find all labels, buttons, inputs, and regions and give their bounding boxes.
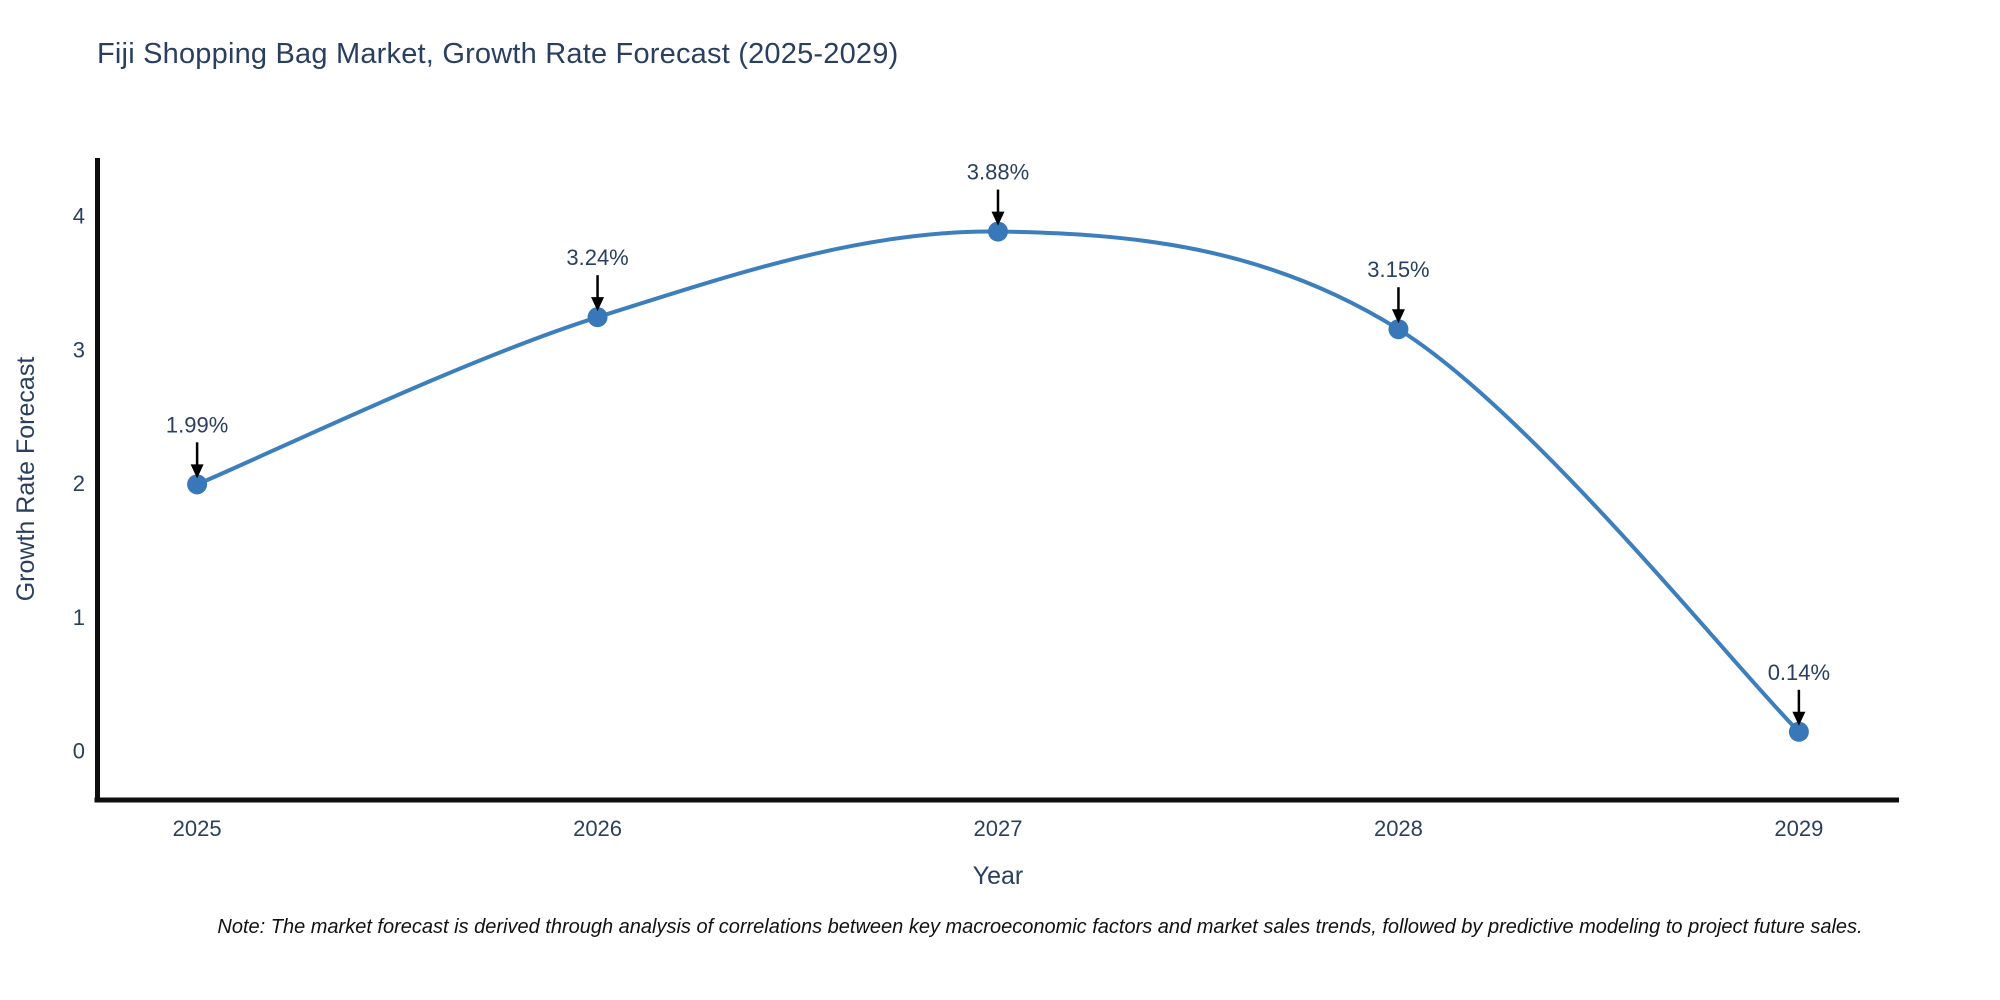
annotation-arrowhead [591, 297, 605, 312]
point-annotation-label: 3.15% [1367, 257, 1429, 282]
data-point-marker [1788, 721, 1809, 742]
data-point-marker [587, 307, 608, 328]
y-tick-label: 4 [73, 204, 85, 229]
x-tick-label: 2029 [1774, 816, 1823, 841]
x-axis-title: Year [973, 862, 1024, 890]
y-tick-label: 3 [73, 337, 85, 362]
series-line [195, 229, 1801, 734]
data-point-marker [988, 221, 1008, 242]
point-annotation-label: 3.88% [967, 160, 1029, 185]
data-point-marker [1388, 319, 1409, 340]
x-tick-label: 2025 [173, 816, 222, 841]
x-tick-label: 2026 [573, 816, 622, 841]
annotation-arrowhead [1391, 309, 1405, 324]
point-annotation-label: 0.14% [1768, 660, 1830, 685]
x-tick-label: 2028 [1374, 816, 1423, 841]
y-axis-title: Growth Rate Forecast [12, 357, 40, 602]
chart-title: Fiji Shopping Bag Market, Growth Rate Fo… [97, 38, 899, 70]
point-annotation-label: 3.24% [566, 245, 628, 270]
y-tick-label: 1 [73, 605, 85, 630]
point-annotation-label: 1.99% [166, 412, 228, 437]
x-tick-label: 2027 [974, 816, 1023, 841]
annotation-arrowhead [190, 464, 204, 479]
footnote: Note: The market forecast is derived thr… [217, 916, 1863, 938]
y-tick-label: 0 [73, 739, 85, 764]
annotation-arrowhead [1792, 711, 1806, 726]
y-tick-label: 2 [73, 471, 85, 496]
annotation-arrowhead [991, 211, 1005, 226]
data-point-marker [187, 474, 208, 495]
